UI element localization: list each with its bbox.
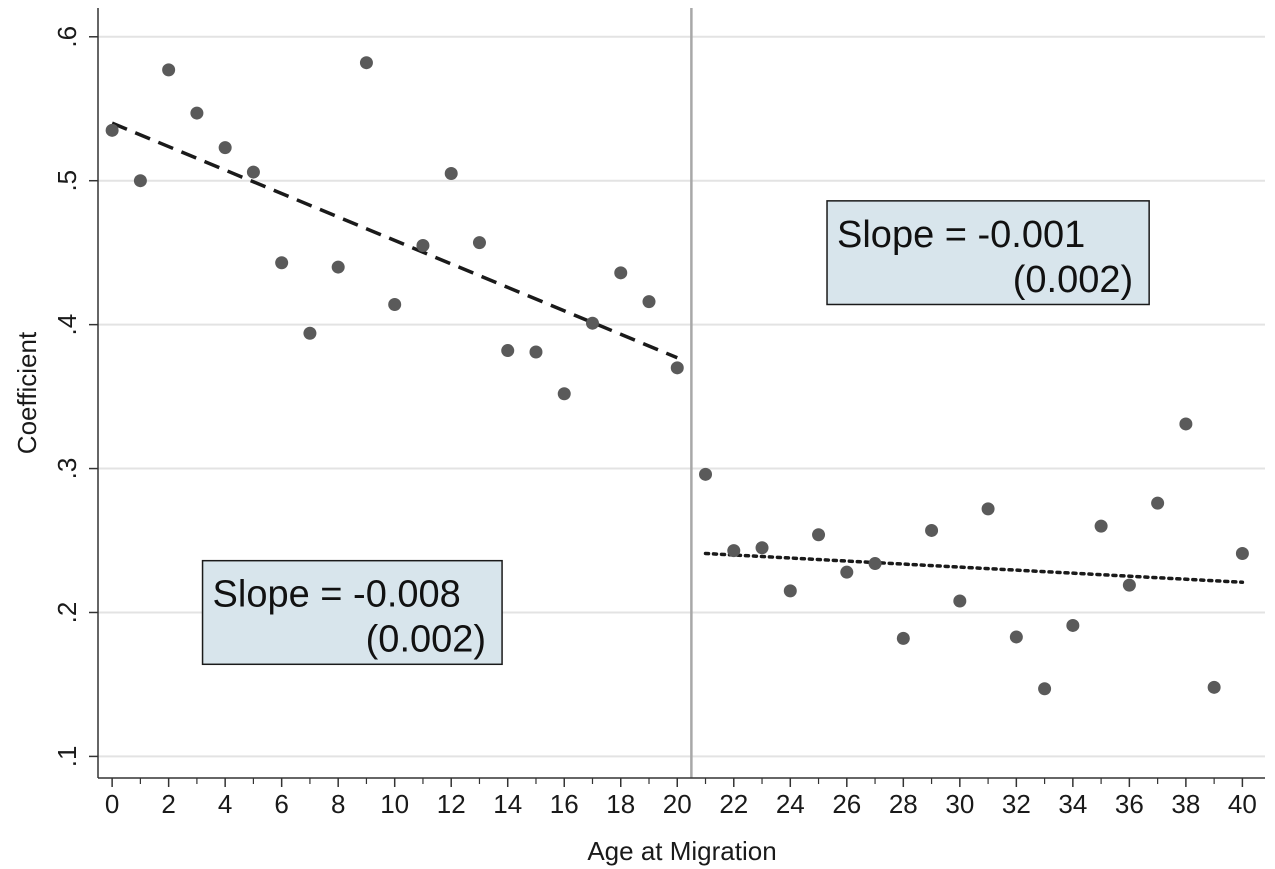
data-point bbox=[953, 594, 967, 608]
data-point bbox=[925, 523, 939, 537]
x-tick-label: 28 bbox=[889, 789, 918, 819]
data-point bbox=[642, 295, 656, 309]
x-tick-label: 4 bbox=[218, 789, 232, 819]
x-tick-label: 16 bbox=[550, 789, 579, 819]
data-point bbox=[1009, 630, 1023, 644]
y-tick-label: .1 bbox=[52, 746, 82, 768]
data-point bbox=[105, 123, 119, 137]
data-point bbox=[388, 297, 402, 311]
data-point bbox=[783, 584, 797, 598]
data-point bbox=[896, 631, 910, 645]
data-point bbox=[1122, 578, 1136, 592]
x-tick-label: 10 bbox=[380, 789, 409, 819]
x-tick-label: 32 bbox=[1002, 789, 1031, 819]
slope-se-text: (0.002) bbox=[366, 619, 486, 661]
data-point bbox=[727, 544, 741, 558]
x-tick-label: 6 bbox=[274, 789, 288, 819]
y-tick-label: .2 bbox=[52, 602, 82, 624]
x-tick-label: 0 bbox=[105, 789, 119, 819]
data-point bbox=[501, 344, 515, 358]
x-tick-label: 8 bbox=[331, 789, 345, 819]
data-point bbox=[1179, 417, 1193, 431]
data-point bbox=[246, 165, 260, 179]
x-tick-label: 12 bbox=[437, 789, 466, 819]
data-point bbox=[529, 345, 543, 359]
slope-annotation-text: Slope = -0.001 bbox=[837, 214, 1085, 256]
data-point bbox=[1094, 519, 1108, 533]
slope-annotations: Slope = -0.008(0.002)Slope = -0.001(0.00… bbox=[201, 200, 1150, 666]
data-point bbox=[472, 236, 486, 250]
data-point bbox=[331, 260, 345, 274]
data-point bbox=[840, 565, 854, 579]
data-point bbox=[218, 141, 232, 155]
data-point bbox=[190, 106, 204, 120]
x-tick-label: 36 bbox=[1115, 789, 1144, 819]
x-tick-label: 2 bbox=[161, 789, 175, 819]
x-tick-label: 20 bbox=[663, 789, 692, 819]
slope-annotation-text: Slope = -0.008 bbox=[213, 574, 461, 616]
data-point bbox=[1066, 618, 1080, 632]
x-tick-label: 26 bbox=[832, 789, 861, 819]
data-points bbox=[105, 56, 1249, 696]
x-tick-label: 24 bbox=[776, 789, 805, 819]
fit-line-dotted bbox=[703, 551, 1245, 585]
y-tick-label: .3 bbox=[52, 458, 82, 480]
data-point bbox=[1151, 496, 1165, 510]
data-point bbox=[416, 238, 430, 252]
data-point bbox=[1038, 682, 1052, 696]
data-point bbox=[303, 326, 317, 340]
x-tick-label: 18 bbox=[606, 789, 635, 819]
y-tick-label: .4 bbox=[52, 314, 82, 336]
data-point bbox=[557, 387, 571, 401]
data-point bbox=[981, 502, 995, 516]
data-point bbox=[133, 174, 147, 188]
data-point bbox=[1207, 680, 1221, 694]
fit-line-dashed bbox=[111, 121, 678, 360]
data-point bbox=[275, 256, 289, 270]
axes: .1.2.3.4.5.60 2 4 6 8 10 12 14 16 18 20 22 24 26 28 30 3… bbox=[52, 8, 1265, 819]
data-point bbox=[585, 316, 599, 330]
data-point bbox=[1235, 546, 1249, 560]
data-point bbox=[812, 528, 826, 542]
data-point bbox=[444, 167, 458, 181]
x-axis-title: Age at Migration bbox=[587, 836, 776, 866]
y-tick-label: .6 bbox=[52, 26, 82, 48]
data-point bbox=[755, 541, 769, 555]
data-point bbox=[162, 63, 176, 77]
y-axis-title: Coefficient bbox=[12, 331, 42, 454]
x-tick-label: 40 bbox=[1228, 789, 1257, 819]
data-point bbox=[670, 361, 684, 375]
x-tick-label: 14 bbox=[493, 789, 522, 819]
x-tick-label: 22 bbox=[719, 789, 748, 819]
x-tick-label: 30 bbox=[945, 789, 974, 819]
data-point bbox=[614, 266, 628, 280]
data-point bbox=[699, 467, 713, 481]
x-tick-label: 38 bbox=[1171, 789, 1200, 819]
data-point bbox=[359, 56, 373, 70]
y-tick-label: .5 bbox=[52, 170, 82, 192]
fit-lines bbox=[111, 121, 1245, 585]
data-point bbox=[868, 557, 882, 571]
slope-se-text: (0.002) bbox=[1013, 259, 1133, 301]
slope-annotation-box bbox=[201, 559, 503, 666]
x-tick-label: 34 bbox=[1058, 789, 1087, 819]
slope-annotation-box bbox=[826, 200, 1150, 306]
